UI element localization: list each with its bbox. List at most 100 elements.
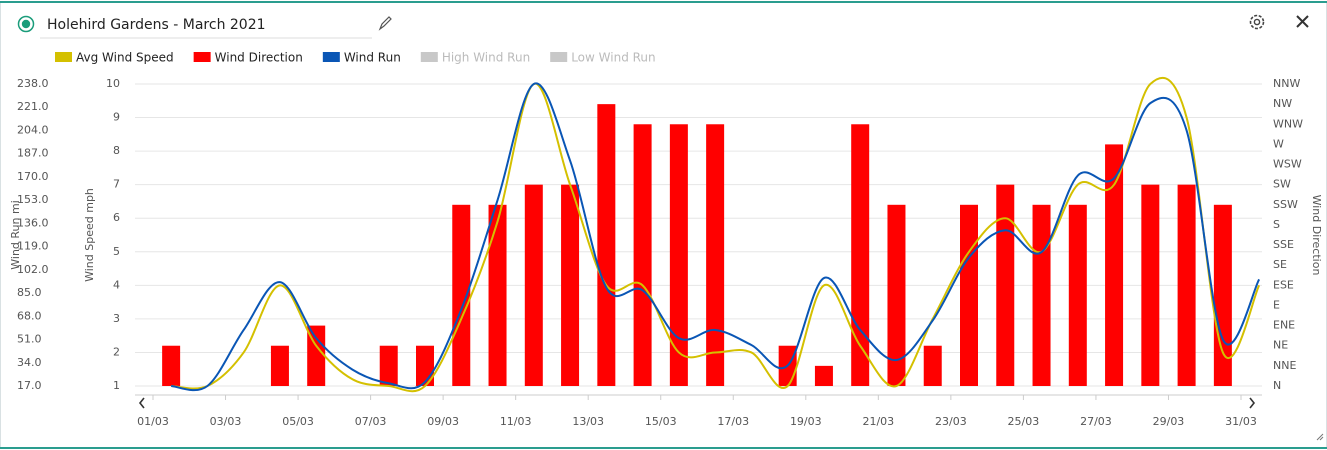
x-tick-label: 03/03 [210,415,242,428]
y-tick-label: 7 [113,178,120,191]
bar [1105,144,1124,386]
y-tick-label: 6 [113,211,120,224]
legend-swatch [420,52,438,62]
legend: Avg Wind Speed Wind Direction Wind Run High… [55,51,656,65]
legend-swatch [550,52,568,62]
y3-tick-label: 51.0 [17,333,42,346]
bar [488,204,507,386]
legend-label: Wind Run [344,51,401,65]
legend-label: Low Wind Run [571,51,655,65]
y3-tick-label: 238.0 [17,77,49,90]
y2-tick-label: SSW [1273,198,1298,211]
legend-label: High Wind Run [442,51,530,65]
bar [1177,184,1196,386]
settings-icon[interactable] [1249,14,1265,30]
y2-tick-label: E [1273,298,1280,311]
y-tick-label: 1 [113,379,120,392]
line [171,82,1261,392]
legend-label: Avg Wind Speed [76,51,174,65]
y3-tick-label: 68.0 [17,309,42,322]
scroll-right[interactable] [1249,397,1256,409]
legend-item[interactable]: High Wind Run [420,51,530,65]
bar [307,325,326,386]
y2-tick-label: ESE [1273,278,1294,291]
scroll-left[interactable] [138,397,145,409]
bar [1141,184,1160,386]
y3-tick-label: 204.0 [17,123,49,136]
x-tick-label: 27/03 [1080,415,1112,428]
legend-item[interactable]: Avg Wind Speed [55,51,174,65]
legend-item[interactable]: Wind Run [322,51,401,65]
bar [996,184,1015,386]
bar [597,104,616,386]
y2-tick-label: SW [1273,178,1291,191]
bar [524,184,543,386]
y3-tick-label: 119.0 [17,240,49,253]
y-tick-label: 10 [106,77,120,90]
y3-tick-label: 187.0 [17,147,49,160]
bar [851,124,870,387]
x-tick-label: 11/03 [500,415,532,428]
y2-tick-label: NNW [1273,77,1300,90]
bar [887,204,906,386]
bar [162,345,181,386]
y-tick-label: 4 [113,278,120,291]
y2-tick-label: ENE [1273,319,1295,332]
bar [561,184,580,386]
y3-axis-label: Wind Run mi [9,200,22,270]
close-icon[interactable] [1296,15,1309,28]
y-tick-label: 3 [113,312,120,325]
y2-axis-label: Wind Direction [1310,195,1323,276]
y2-tick-label: NNE [1273,359,1296,372]
x-tick-label: 05/03 [282,415,314,428]
status-icon-dot [21,19,31,29]
x-tick-label: 29/03 [1153,415,1185,428]
bar [706,124,725,387]
bar [923,345,942,386]
x-tick-label: 19/03 [790,415,822,428]
legend-item[interactable]: Wind Direction [193,51,303,65]
edit-icon[interactable] [378,16,392,31]
status-icon [17,15,35,33]
bar [379,345,398,386]
legend-swatch [193,52,211,62]
y3-tick-label: 170.0 [17,170,49,183]
bar [633,124,652,387]
y2-tick-label: SSE [1273,238,1294,251]
bar [1032,204,1051,386]
y3-tick-label: 17.0 [17,379,42,392]
x-tick-label: 09/03 [427,415,459,428]
y-tick-label: 5 [113,245,120,258]
y3-tick-label: 102.0 [17,263,49,276]
y2-tick-label: WNW [1273,117,1303,130]
x-tick-label: 23/03 [935,415,967,428]
resize-handle[interactable] [1316,433,1324,441]
chart-title: Holehird Gardens - March 2021 [47,17,266,33]
bar [452,204,471,386]
y2-tick-label: N [1273,379,1281,392]
y3-tick-label: 85.0 [17,286,42,299]
x-tick-label: 25/03 [1008,415,1040,428]
line [171,76,1261,393]
bar [960,204,978,386]
bar [1068,204,1087,386]
y2-tick-label: SE [1273,258,1287,271]
y3-tick-label: 153.0 [17,193,49,206]
legend-swatch [322,52,340,62]
y2-tick-label: WSW [1273,158,1302,171]
legend-item[interactable]: Low Wind Run [550,51,656,65]
y3-tick-label: 34.0 [17,356,42,369]
x-tick-label: 15/03 [645,415,677,428]
x-tick-label: 13/03 [572,415,604,428]
y3-tick-label: 136.0 [17,216,49,229]
y-tick-label: 8 [113,144,120,157]
x-tick-label: 01/03 [137,415,169,428]
y2-tick-label: NW [1273,97,1292,110]
y2-tick-label: W [1273,137,1284,150]
y-tick-label: 9 [113,111,120,124]
y2-tick-label: S [1273,218,1280,231]
bar [669,124,688,387]
y-tick-label: 2 [113,345,120,358]
